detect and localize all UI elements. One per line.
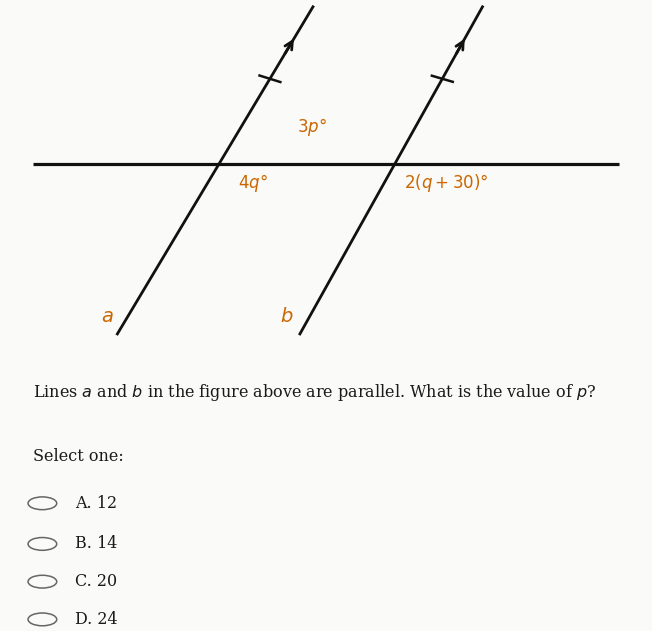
Text: $2(q + 30)°$: $2(q + 30)°$ bbox=[404, 172, 488, 194]
Text: Lines $a$ and $b$ in the figure above are parallel. What is the value of $p$?: Lines $a$ and $b$ in the figure above ar… bbox=[33, 382, 596, 403]
Text: D. 24: D. 24 bbox=[75, 611, 117, 628]
Text: $4q°$: $4q°$ bbox=[238, 172, 268, 194]
Text: $a$: $a$ bbox=[101, 307, 114, 326]
Text: $3p°$: $3p°$ bbox=[297, 116, 327, 138]
Text: Select one:: Select one: bbox=[33, 449, 123, 465]
Text: B. 14: B. 14 bbox=[75, 536, 117, 552]
Text: C. 20: C. 20 bbox=[75, 573, 117, 590]
Text: $b$: $b$ bbox=[280, 307, 293, 326]
Text: A. 12: A. 12 bbox=[75, 495, 117, 512]
